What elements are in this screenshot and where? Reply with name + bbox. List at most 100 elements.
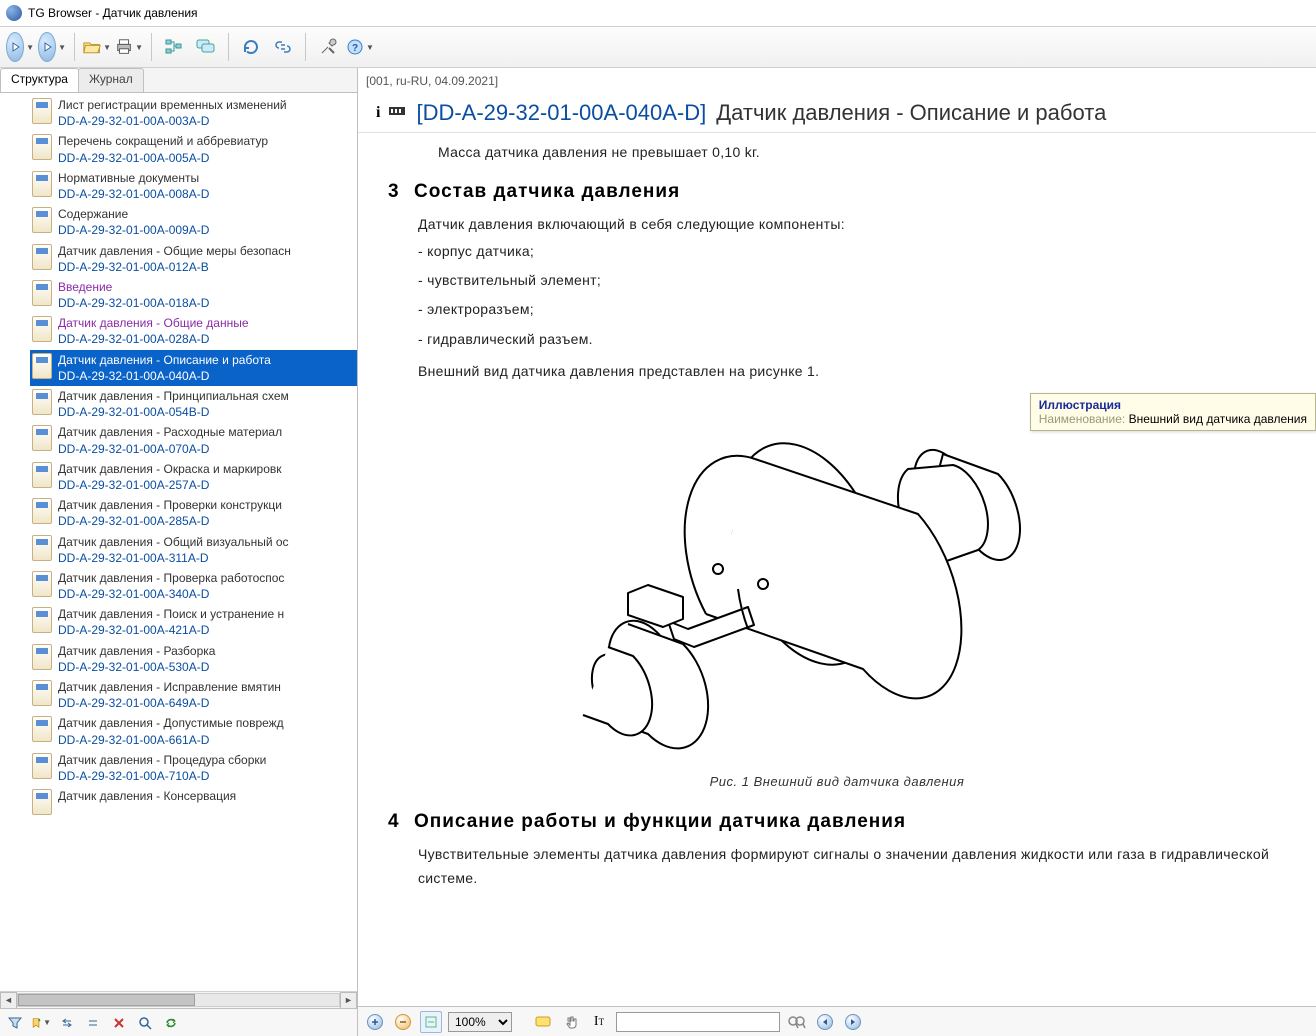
tree-item-title: Датчик давления - Общие меры безопасн <box>58 243 353 259</box>
tree-item-title: Датчик давления - Исправление вмятин <box>58 679 353 695</box>
figure-1[interactable] <box>458 404 1078 764</box>
tree-item-title: Датчик давления - Допустимые поврежд <box>58 715 353 731</box>
doc-icon <box>32 716 52 742</box>
mark-delete-button[interactable] <box>108 1012 130 1034</box>
tree-item-code: DD-A-29-32-01-00A-009A-D <box>58 222 353 238</box>
doc-icon <box>32 171 52 197</box>
nav-forward-button[interactable]: ▼ <box>38 33 66 61</box>
link-button[interactable] <box>269 33 297 61</box>
doc-icon <box>32 425 52 451</box>
bookmark-add-button[interactable]: ▼ <box>30 1012 52 1034</box>
find-next-button[interactable] <box>842 1011 864 1033</box>
tree-item-code: DD-A-29-32-01-00A-649A-D <box>58 695 353 711</box>
tree-item[interactable]: Датчик давления - Общие данныеDD-A-29-32… <box>30 313 357 349</box>
tree-item-code: DD-A-29-32-01-00A-054B-D <box>58 404 353 420</box>
bullet-item: - гидравлический разъем. <box>418 325 1286 354</box>
doc-header: i [DD-A-29-32-01-00A-040A-D] Датчик давл… <box>358 94 1316 133</box>
doc-icon <box>32 607 52 633</box>
doc-title: Датчик давления - Описание и работа <box>716 100 1106 126</box>
filter-button[interactable] <box>4 1012 26 1034</box>
zoom-select[interactable]: 100% <box>448 1012 512 1032</box>
fit-width-button[interactable] <box>420 1011 442 1033</box>
tree-item[interactable]: Лист регистрации временных измененийDD-A… <box>30 95 357 131</box>
svg-text:?: ? <box>352 43 358 54</box>
module-icon[interactable] <box>388 104 406 122</box>
tree-item-title: Лист регистрации временных изменений <box>58 97 353 113</box>
text-select-button[interactable]: IT <box>588 1011 610 1033</box>
tree-item[interactable]: Датчик давления - Поиск и устранение нDD… <box>30 604 357 640</box>
tree-item-code: DD-A-29-32-01-00A-018A-D <box>58 295 353 311</box>
tab-journal[interactable]: Журнал <box>78 68 144 92</box>
tree-item[interactable]: Датчик давления - Процедура сборкиDD-A-2… <box>30 750 357 786</box>
tree-view[interactable]: Лист регистрации временных изменений DD-A… <box>0 92 357 991</box>
doc-code: [DD-A-29-32-01-00A-040A-D] <box>416 100 706 126</box>
tree-item-title: Датчик давления - Расходные материал <box>58 424 353 440</box>
zoom-in-button[interactable] <box>364 1011 386 1033</box>
print-button[interactable]: ▼ <box>115 33 143 61</box>
tree-item[interactable]: Датчик давления - Проверка работоспосDD-… <box>30 568 357 604</box>
tree-item[interactable]: Датчик давления - Консервация <box>30 786 357 817</box>
tree-item[interactable]: Датчик давления - Общий визуальный осDD-… <box>30 532 357 568</box>
open-button[interactable]: ▼ <box>83 33 111 61</box>
titlebar: TG Browser - Датчик давления <box>0 0 1316 26</box>
tree-item-title: Нормативные документы <box>58 170 353 186</box>
tree-item-title: Датчик давления - Разборка <box>58 643 353 659</box>
doc-icon <box>32 753 52 779</box>
nav-back-button[interactable]: ▼ <box>6 33 34 61</box>
tree-item-code: DD-A-29-32-01-00A-530A-D <box>58 659 353 675</box>
tree-item-code: DD-A-29-32-01-00A-008A-D <box>58 186 353 202</box>
main-toolbar: ▼ ▼ ▼ ▼ ?▼ <box>0 26 1316 68</box>
tree-item-title: Датчик давления - Общий визуальный ос <box>58 534 353 550</box>
chevron-down-icon: ▼ <box>26 43 34 52</box>
help-button[interactable]: ?▼ <box>346 33 374 61</box>
tree-item[interactable]: Датчик давления - Проверки конструкциDD-… <box>30 495 357 531</box>
tree-item[interactable]: Датчик давления - Расходные материалDD-A… <box>30 422 357 458</box>
figure-tooltip: Иллюстрация Наименование: Внешний вид да… <box>1030 393 1316 431</box>
doc-icon <box>32 498 52 524</box>
zoom-out-button[interactable] <box>392 1011 414 1033</box>
section-3-heading: 3Состав датчика давления <box>388 181 1286 203</box>
breadcrumb: [001, ru-RU, 04.09.2021] <box>358 68 1316 94</box>
tree-item[interactable]: ВведениеDD-A-29-32-01-00A-018A-D <box>30 277 357 313</box>
tree-view-button[interactable] <box>160 33 188 61</box>
search-tree-button[interactable] <box>134 1012 156 1034</box>
tree-item[interactable]: Нормативные документыDD-A-29-32-01-00A-0… <box>30 168 357 204</box>
sync-button[interactable] <box>160 1012 182 1034</box>
info-icon[interactable]: i <box>376 104 380 122</box>
refresh-button[interactable] <box>237 33 265 61</box>
expand-all-button[interactable] <box>56 1012 78 1034</box>
tree-item[interactable]: Датчик давления - Описание и работаDD-A-… <box>30 350 357 386</box>
doc-icon <box>32 644 52 670</box>
collapse-all-button[interactable] <box>82 1012 104 1034</box>
doc-body[interactable]: Масса датчика давления не превышает 0,10… <box>358 133 1316 1006</box>
tree-item-title: Датчик давления - Консервация <box>58 788 353 804</box>
app-icon <box>6 5 22 21</box>
content-panel: [001, ru-RU, 04.09.2021] i [DD-A-29-32-0… <box>358 68 1316 1036</box>
tools-button[interactable] <box>314 33 342 61</box>
tree-item[interactable]: СодержаниеDD-A-29-32-01-00A-009A-D <box>30 204 357 240</box>
tree-item[interactable]: Датчик давления - Исправление вмятинDD-A… <box>30 677 357 713</box>
find-prev-button[interactable] <box>814 1011 836 1033</box>
tree-item[interactable]: Датчик давления - Окраска и маркировкDD-… <box>30 459 357 495</box>
doc-icon <box>32 353 52 379</box>
doc-icon <box>32 207 52 233</box>
tree-item[interactable]: Перечень сокращений и аббревиатурDD-A-29… <box>30 131 357 167</box>
tree-item-code: DD-A-29-32-01-00A-285A-D <box>58 513 353 529</box>
tree-item[interactable]: Датчик давления - Принципиальная схемDD-… <box>30 386 357 422</box>
tab-structure[interactable]: Структура <box>0 68 79 92</box>
highlight-button[interactable] <box>532 1011 554 1033</box>
find-button[interactable] <box>786 1011 808 1033</box>
tree-item[interactable]: Датчик давления - Допустимые повреждDD-A… <box>30 713 357 749</box>
tree-item-title: Содержание <box>58 206 353 222</box>
pan-button[interactable] <box>560 1011 582 1033</box>
tree-item[interactable]: Датчик давления - Общие меры безопаснDD-… <box>30 241 357 277</box>
tree-item-title: Датчик давления - Процедура сборки <box>58 752 353 768</box>
doc-icon <box>32 134 52 160</box>
search-input[interactable] <box>616 1012 780 1032</box>
horizontal-scrollbar[interactable]: ◄► <box>0 991 357 1008</box>
comments-button[interactable] <box>192 33 220 61</box>
doc-icon <box>32 244 52 270</box>
section-3-bullets: - корпус датчика;- чувствительный элемен… <box>418 237 1286 355</box>
status-bar: 100% IT <box>358 1006 1316 1036</box>
tree-item[interactable]: Датчик давления - РазборкаDD-A-29-32-01-… <box>30 641 357 677</box>
